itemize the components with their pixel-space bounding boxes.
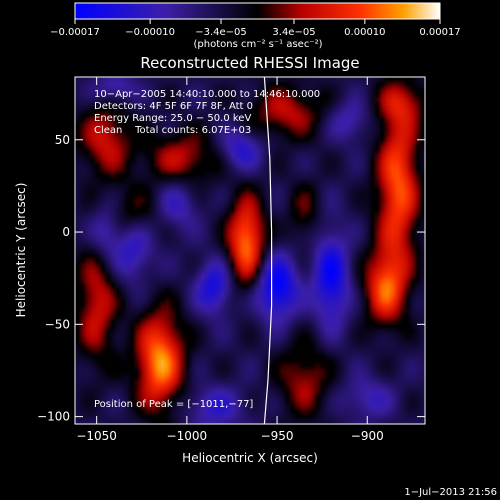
colorbar-tick-label: −3.4e−05 [195, 27, 247, 38]
x-tick-label: −1050 [76, 429, 117, 443]
x-tick-label: −950 [261, 429, 294, 443]
info-line-counts: Clean Total counts: 6.07E+03 [94, 125, 251, 136]
colorbar [74, 2, 441, 20]
info-line-time: 10−Apr−2005 14:40:10.000 to 14:46:10.000 [94, 89, 320, 100]
footer-timestamp: 1−Jul−2013 21:56 [404, 487, 497, 498]
y-axis-label: Heliocentric Y (arcsec) [14, 183, 28, 318]
colorbar-tick-label: −0.00010 [125, 27, 175, 38]
peak-position-label: Position of Peak = [−1011,−77] [94, 399, 253, 410]
colorbar-tick-label: 0.00017 [419, 27, 460, 38]
y-tick-label: −50 [45, 317, 70, 331]
x-tick-label: −1000 [167, 429, 208, 443]
chart-title: Reconstructed RHESSI Image [140, 54, 359, 72]
plot-frame [74, 76, 426, 425]
colorbar-unit-label: (photons cm⁻² s⁻¹ asec⁻²) [193, 39, 322, 50]
axes: −1050 −1000 −950 −900 −100 −50 0 50 [37, 77, 425, 443]
colorbar-tick-label: 0.00010 [344, 27, 385, 38]
colorbar-tick-label: 3.4e−05 [272, 27, 315, 38]
y-tick-label: 0 [62, 225, 70, 239]
info-line-energy: Energy Range: 25.0 − 50.0 keV [94, 113, 251, 124]
y-tick-label: 50 [55, 133, 70, 147]
x-tick-label: −900 [351, 429, 384, 443]
heatmap-image [75, 77, 425, 424]
info-block: 10−Apr−2005 14:40:10.000 to 14:46:10.000… [94, 89, 320, 136]
x-axis-label: Heliocentric X (arcsec) [182, 451, 318, 465]
solar-limb-curve [263, 77, 273, 424]
info-line-detectors: Detectors: 4F 5F 6F 7F 8F, Att 0 [94, 101, 253, 112]
y-tick-label: −100 [37, 410, 70, 424]
colorbar-tick-label: −0.00017 [50, 27, 100, 38]
colorbar-ticks: −0.00017 −0.00010 −3.4e−05 3.4e−05 0.00010 0.… [50, 19, 461, 38]
